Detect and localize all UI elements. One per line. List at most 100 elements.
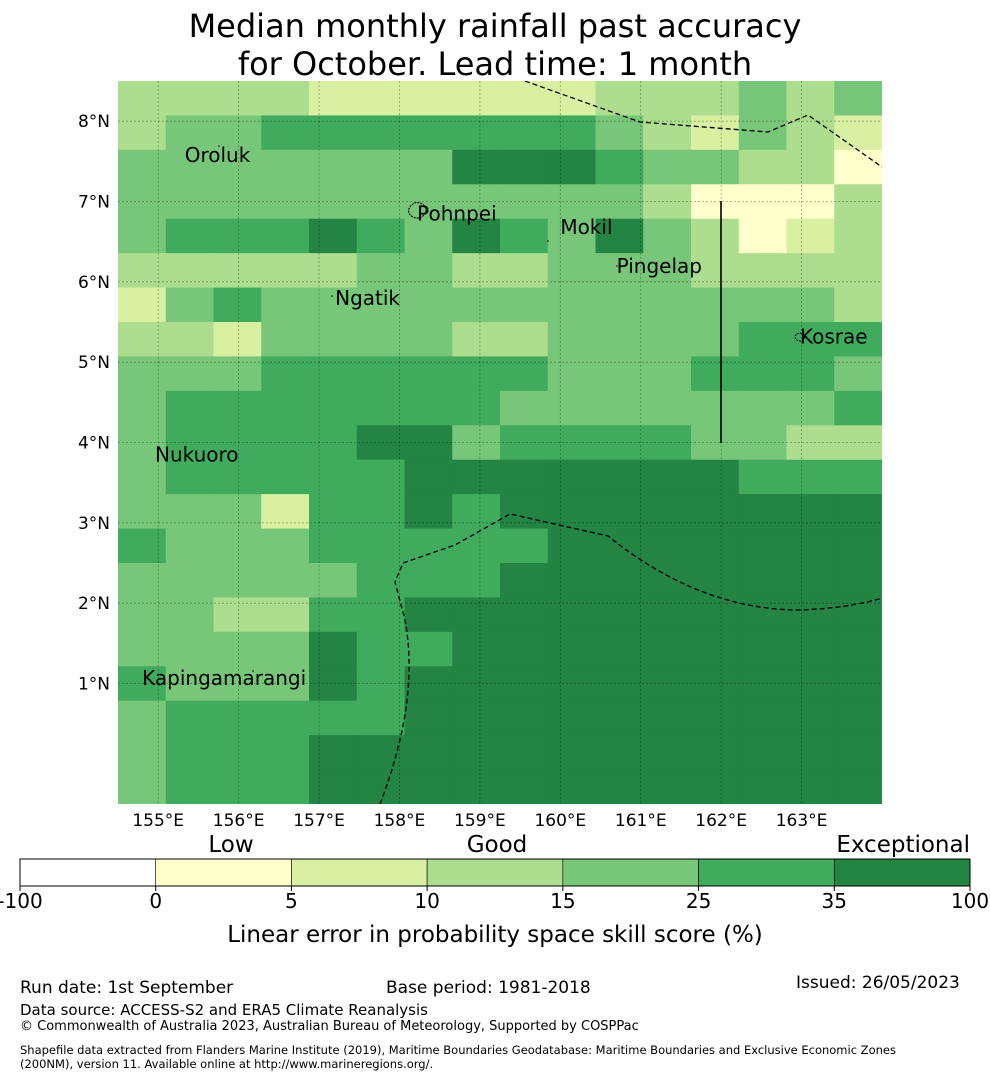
colorbar-swatch (155, 858, 292, 887)
grid-cell (356, 597, 406, 633)
grid-cell (309, 390, 358, 426)
grid-cell (404, 563, 453, 599)
lon-tick-label: 161°E (615, 811, 667, 831)
grid-cell (165, 322, 215, 358)
grid-cell (786, 149, 835, 185)
grid-cell (165, 528, 215, 564)
grid-cell (547, 81, 597, 117)
colorbar-frame (19, 858, 971, 887)
lon-tick-label: 158°E (374, 811, 426, 831)
map-title-line-2: for October. Lead time: 1 month (237, 45, 753, 83)
grid-cell (356, 494, 406, 530)
grid-cell (500, 597, 549, 633)
grid-cell (547, 322, 597, 358)
grid-cell (643, 115, 692, 151)
grid-cell (643, 769, 692, 804)
grid-cell (834, 115, 882, 151)
grid-cell (404, 494, 453, 530)
grid-cell (213, 769, 262, 804)
colorbar-tick-label: 35 (822, 889, 847, 913)
grid-cell (643, 666, 692, 702)
grid-cell (261, 356, 310, 392)
eez-boundary-south-arc (379, 513, 882, 804)
grid-cell (595, 149, 644, 185)
grid-cell (643, 700, 692, 736)
grid-cell (356, 184, 406, 220)
grid-cell (118, 253, 167, 289)
grid-cell (595, 218, 644, 254)
grid-cell (500, 700, 549, 736)
grid-cell (452, 666, 501, 702)
grid-cell (547, 356, 597, 392)
grid-cell (786, 322, 835, 358)
grid-cell (595, 700, 644, 736)
grid-cell (356, 322, 406, 358)
grid-cell (261, 631, 310, 667)
grid-cell (691, 425, 740, 461)
grid-cell (547, 597, 597, 633)
grid-cell (738, 253, 788, 289)
grid-cell (691, 459, 740, 495)
grid-cell (547, 390, 597, 426)
grid-cell (165, 287, 215, 323)
grid-cell (356, 149, 406, 185)
grid-cell (500, 149, 549, 185)
grid-cell (691, 666, 740, 702)
grid-cell (213, 81, 262, 117)
grid-cell (738, 528, 788, 564)
grid-cell (786, 735, 835, 771)
colorbar: Low Good Exceptional -100 0 5 10 15 25 35 100 Lin… (0, 832, 989, 948)
place-label: Nukuoro (155, 443, 239, 467)
grid-cell (786, 218, 835, 254)
grid-cell (738, 494, 788, 530)
grid-cell (165, 149, 215, 185)
grid-cell (309, 494, 358, 530)
colorbar-swatches (19, 858, 971, 887)
grid-cell (547, 666, 597, 702)
colorbar-tick-label: 15 (550, 889, 575, 913)
map-title-line-1: Median monthly rainfall past accuracy (188, 7, 802, 45)
grid-cell (643, 735, 692, 771)
grid-cell (404, 253, 453, 289)
grid-cell (547, 459, 597, 495)
colorbar-category: Exceptional (836, 832, 970, 858)
grid-cell (261, 149, 310, 185)
grid-cell (165, 218, 215, 254)
grid-cell (309, 700, 358, 736)
grid-cell (309, 149, 358, 185)
grid-cell (165, 563, 215, 599)
grid-cell (643, 149, 692, 185)
grid-cell (595, 81, 644, 117)
grid-cell (834, 253, 882, 289)
grid-cell (356, 700, 406, 736)
grid-cell (500, 666, 549, 702)
grid-cell (118, 528, 167, 564)
grid-cell (786, 287, 835, 323)
grid-cell (118, 769, 167, 804)
colorbar-ticks: -100 0 5 10 15 25 35 100 (0, 886, 989, 913)
grid-cell (261, 769, 310, 804)
grid-cell (118, 287, 167, 323)
grid-cell (643, 253, 692, 289)
grid-cell (213, 597, 262, 633)
grid-cell (118, 184, 167, 220)
kosrae-island-outline (794, 332, 806, 342)
lat-tick-label: 4°N (78, 434, 110, 454)
grid-cell (738, 769, 788, 804)
grid-cell (786, 425, 835, 461)
grid-cell (165, 356, 215, 392)
grid-cell (786, 700, 835, 736)
grid-cell (165, 769, 215, 804)
grid-cell (356, 115, 406, 151)
grid-cell (213, 700, 262, 736)
grid-cell (452, 563, 501, 599)
grid-cell (643, 563, 692, 599)
grid-cell (356, 287, 406, 323)
grid-cell (452, 390, 501, 426)
grid-cell (547, 287, 597, 323)
grid-cell (738, 149, 788, 185)
place-label: Pohnpei (417, 202, 497, 226)
grid-cell (691, 735, 740, 771)
grid-cell (738, 666, 788, 702)
